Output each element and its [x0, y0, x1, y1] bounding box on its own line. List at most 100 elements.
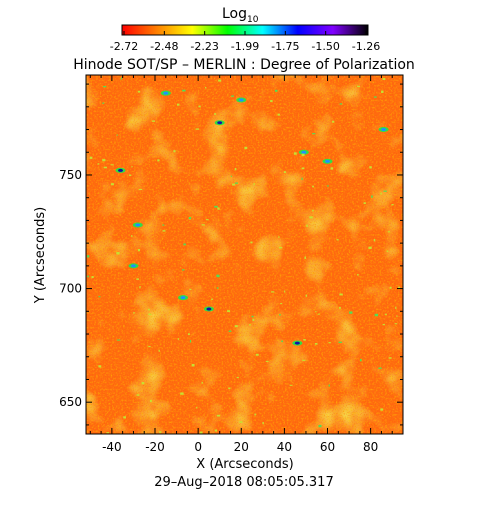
network-speckle — [136, 394, 140, 396]
network-speckle — [305, 294, 308, 297]
blue-patch — [206, 307, 212, 311]
colorbar-tick-label: -2.72 — [110, 40, 138, 53]
network-speckle — [148, 345, 151, 348]
plot-frame — [85, 74, 404, 435]
network-speckle — [388, 357, 392, 359]
network-speckle — [382, 77, 386, 81]
network-speckle — [304, 256, 307, 259]
network-speckle — [205, 219, 209, 221]
network-speckle — [336, 239, 339, 241]
network-speckle — [201, 381, 203, 384]
x-tick-label: -40 — [102, 440, 122, 454]
blue-patch — [217, 121, 223, 125]
y-tick-label: 650 — [59, 395, 82, 409]
chart-title: Hinode SOT/SP – MERLIN : Degree of Polar… — [73, 57, 415, 73]
x-tick-label: 0 — [194, 440, 202, 454]
y-axis-ticks: 650 700 750 — [59, 83, 403, 426]
network-patches — [87, 77, 401, 434]
network-speckle — [199, 431, 203, 434]
blue-patch — [381, 128, 387, 132]
network-speckle — [162, 230, 166, 232]
network-speckle — [133, 312, 135, 314]
x-tick-label: 40 — [277, 440, 292, 454]
network-speckle — [211, 298, 213, 301]
network-speckle — [317, 313, 320, 315]
network-speckle — [129, 174, 132, 176]
network-speckle — [189, 340, 192, 343]
network-speckle — [369, 166, 372, 169]
colorbar-tick-label: -1.50 — [311, 40, 339, 53]
network-speckle — [332, 120, 335, 123]
network-speckle — [137, 90, 141, 93]
network-speckle — [131, 166, 133, 168]
blue-patch — [325, 159, 331, 163]
network-speckle — [110, 164, 114, 166]
blue-patch — [130, 264, 136, 268]
network-speckle — [180, 392, 184, 395]
network-speckle — [394, 323, 398, 325]
network-speckle — [279, 314, 281, 316]
network-speckle — [270, 100, 273, 103]
network-speckle — [159, 431, 162, 433]
network-speckle — [216, 414, 221, 417]
x-axis-label: X (Arcseconds) — [196, 457, 293, 472]
network-speckle — [236, 376, 239, 379]
network-speckle — [382, 323, 385, 326]
network-speckle — [188, 217, 192, 220]
network-speckle — [338, 341, 342, 343]
network-speckle — [383, 190, 387, 192]
network-speckle — [315, 311, 317, 313]
network-speckle — [205, 86, 207, 89]
network-speckle — [378, 367, 382, 369]
network-speckle — [314, 343, 318, 345]
network-speckle — [149, 399, 152, 403]
network-speckle — [102, 102, 105, 104]
network-speckle — [91, 276, 94, 279]
network-speckle — [116, 339, 121, 341]
network-speckle — [196, 406, 198, 409]
network-speckle — [234, 325, 238, 328]
colorbar-ticks: -2.72 -2.48 -2.23 -1.99 -1.75 -1.50 -1.26 — [110, 31, 380, 53]
network-speckle — [231, 95, 234, 97]
network-speckle — [280, 303, 283, 305]
network-speckle — [217, 274, 220, 278]
network-speckle — [158, 349, 160, 352]
x-tick-label: 20 — [234, 440, 249, 454]
network-speckle — [110, 183, 114, 186]
network-speckle — [136, 278, 139, 280]
colorbar-tick-label: -1.26 — [352, 40, 380, 53]
network-speckle — [328, 342, 331, 344]
network-speckle — [349, 311, 353, 314]
network-speckle — [398, 286, 401, 289]
colorbar-label: Log10 — [222, 6, 259, 25]
network-speckle — [182, 89, 186, 92]
network-speckle — [373, 238, 376, 242]
colorbar-tick-label: -2.48 — [150, 40, 178, 53]
network-speckle — [306, 224, 308, 228]
network-speckle — [255, 353, 259, 356]
network-speckle — [389, 286, 392, 289]
network-speckle — [339, 103, 343, 105]
x-tick-label: 80 — [363, 440, 378, 454]
network-speckle — [289, 384, 293, 386]
network-speckle — [98, 365, 102, 368]
network-speckle — [228, 330, 232, 332]
network-speckle — [214, 113, 217, 115]
network-speckle — [103, 85, 107, 88]
network-speckle — [116, 134, 118, 136]
network-speckle — [120, 77, 123, 80]
y-tick-label: 700 — [59, 282, 82, 296]
network-speckle — [312, 133, 316, 135]
heatmap-field — [86, 75, 403, 434]
network-speckle — [139, 286, 141, 289]
network-speckle — [227, 310, 231, 313]
blue-patch — [135, 223, 141, 227]
network-speckle — [318, 424, 322, 428]
network-speckle — [189, 288, 192, 290]
x-tick-label: -20 — [145, 440, 165, 454]
network-speckle — [157, 159, 160, 162]
network-speckle — [141, 382, 145, 385]
blue-patch — [163, 91, 169, 95]
network-speckle — [217, 207, 220, 210]
